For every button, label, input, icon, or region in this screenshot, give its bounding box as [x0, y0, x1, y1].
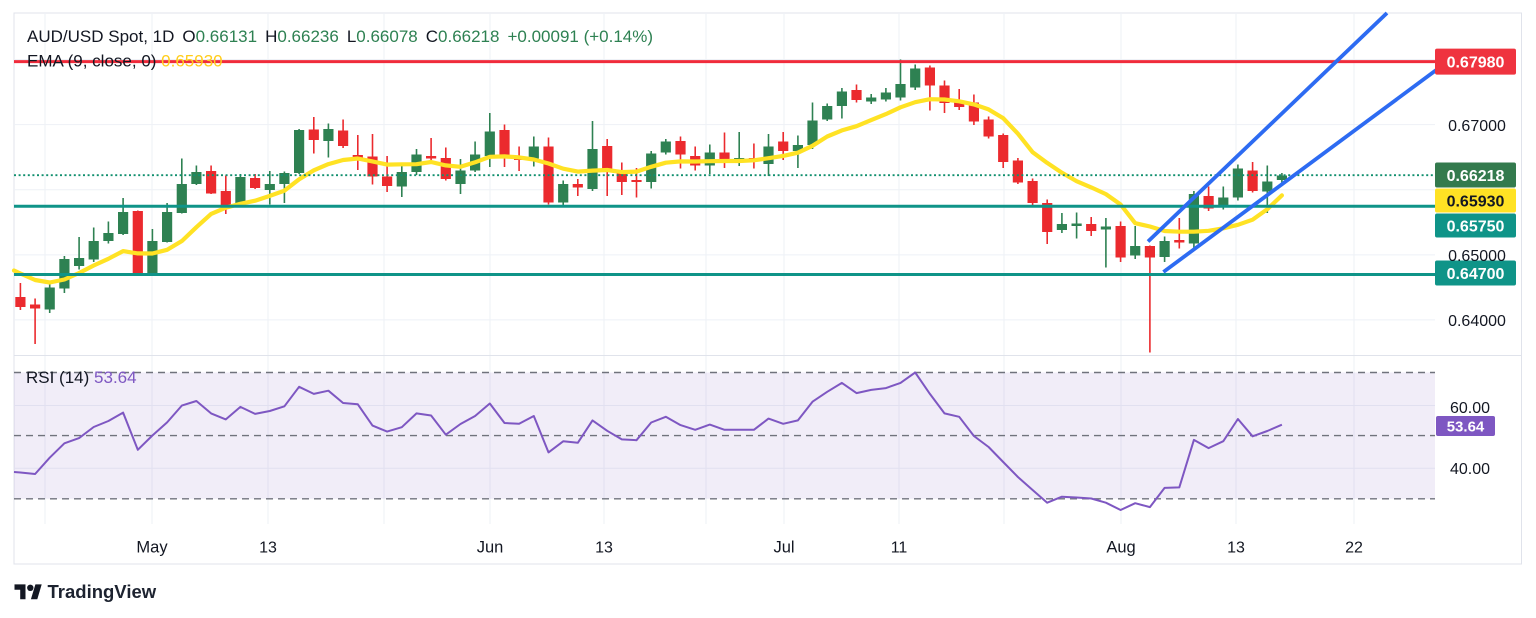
svg-text:0.65750: 0.65750 [1447, 218, 1505, 235]
svg-text:Aug: Aug [1106, 539, 1135, 557]
svg-text:13: 13 [595, 540, 613, 557]
svg-text:Jul: Jul [773, 539, 794, 557]
svg-text:EMA (9, close, 0) 0.65930: EMA (9, close, 0) 0.65930 [27, 51, 223, 70]
svg-text:TradingView: TradingView [48, 581, 157, 602]
svg-text:53.64: 53.64 [1447, 418, 1485, 435]
svg-text:0.64000: 0.64000 [1448, 313, 1506, 330]
svg-text:22: 22 [1345, 540, 1363, 557]
svg-text:40.00: 40.00 [1450, 461, 1490, 478]
svg-text:0.66218: 0.66218 [1447, 168, 1505, 185]
svg-text:60.00: 60.00 [1450, 400, 1490, 417]
svg-text:0.67000: 0.67000 [1448, 118, 1506, 135]
svg-text:13: 13 [1227, 540, 1245, 557]
svg-text:11: 11 [891, 540, 908, 557]
svg-text:Jun: Jun [477, 539, 504, 557]
svg-text:0.64700: 0.64700 [1447, 266, 1505, 283]
svg-text:13: 13 [259, 540, 277, 557]
svg-text:May: May [136, 539, 168, 557]
svg-text:0.67980: 0.67980 [1447, 54, 1505, 71]
svg-text:0.65000: 0.65000 [1448, 248, 1506, 265]
svg-text:0.65930: 0.65930 [1447, 193, 1505, 210]
svg-text:RSI (14) 53.64: RSI (14) 53.64 [26, 368, 137, 387]
